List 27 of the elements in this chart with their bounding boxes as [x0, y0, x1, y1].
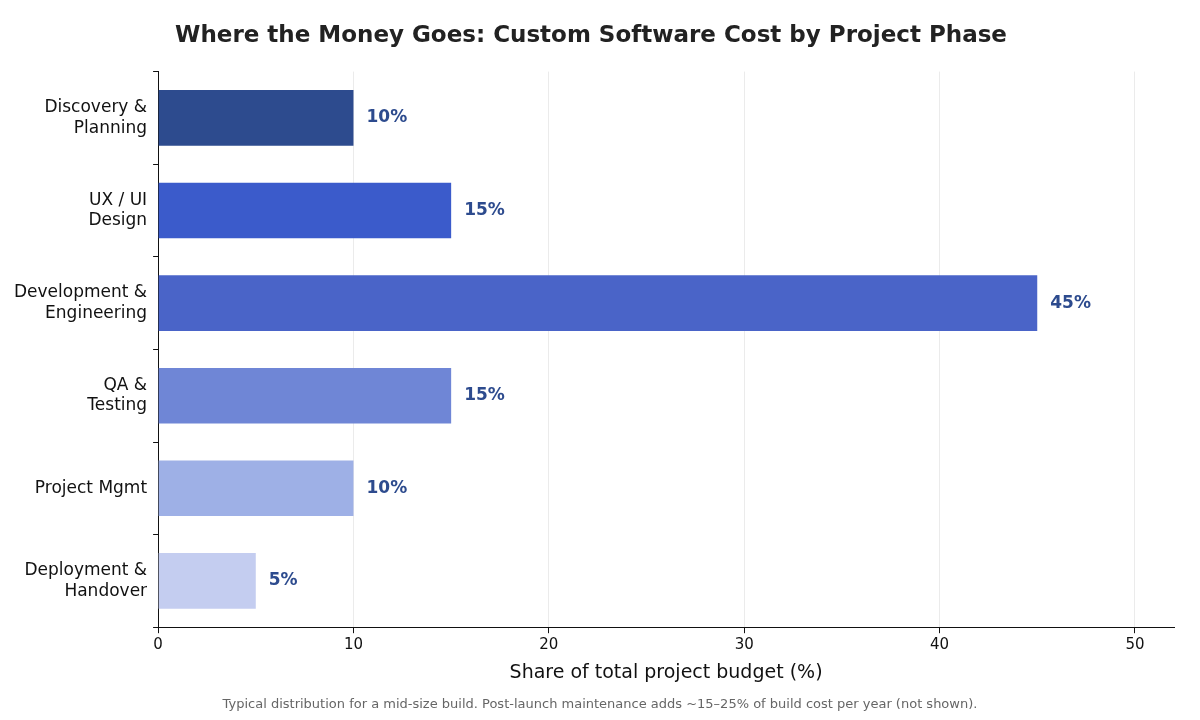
data-label: 5% [268, 569, 298, 590]
data-label: 10% [366, 476, 408, 497]
y-tick-label: Development & Engineering [13, 281, 148, 322]
y-tick-label: UX / UI Design [88, 188, 148, 230]
y-tick-label: Project Mgmt [34, 476, 148, 497]
x-tick-label: 0 [153, 635, 163, 654]
x-tick-label: 20 [539, 635, 559, 654]
x-tick-label: 30 [734, 635, 754, 654]
x-tick-label: 40 [930, 635, 950, 654]
x-axis-title: Share of total project budget (%) [509, 659, 823, 682]
text: Typical distribution for a mid-size build. Post-launch maintenance adds ~15–25% of build cost per year (not shown). [221, 696, 979, 711]
data-label: 15% [464, 384, 505, 405]
chart-title: Where the Money Goes: Custom Software Cost by Project Phase [175, 20, 1007, 47]
bar [158, 275, 1038, 331]
bar [158, 90, 354, 146]
y-tick-label: QA & Testing [86, 373, 148, 415]
y-tick-label: Discovery & Planning [44, 96, 148, 137]
data-label: 45% [1050, 291, 1091, 312]
y-tick-label: Deployment & Handover [24, 559, 148, 600]
bar [158, 367, 452, 424]
x-tick-label: 50 [1125, 635, 1145, 654]
data-label: 15% [464, 198, 505, 219]
bar [158, 553, 256, 609]
bar [158, 460, 354, 517]
bar [158, 182, 452, 239]
data-label: 10% [366, 106, 408, 127]
x-tick-label: 10 [343, 635, 364, 654]
